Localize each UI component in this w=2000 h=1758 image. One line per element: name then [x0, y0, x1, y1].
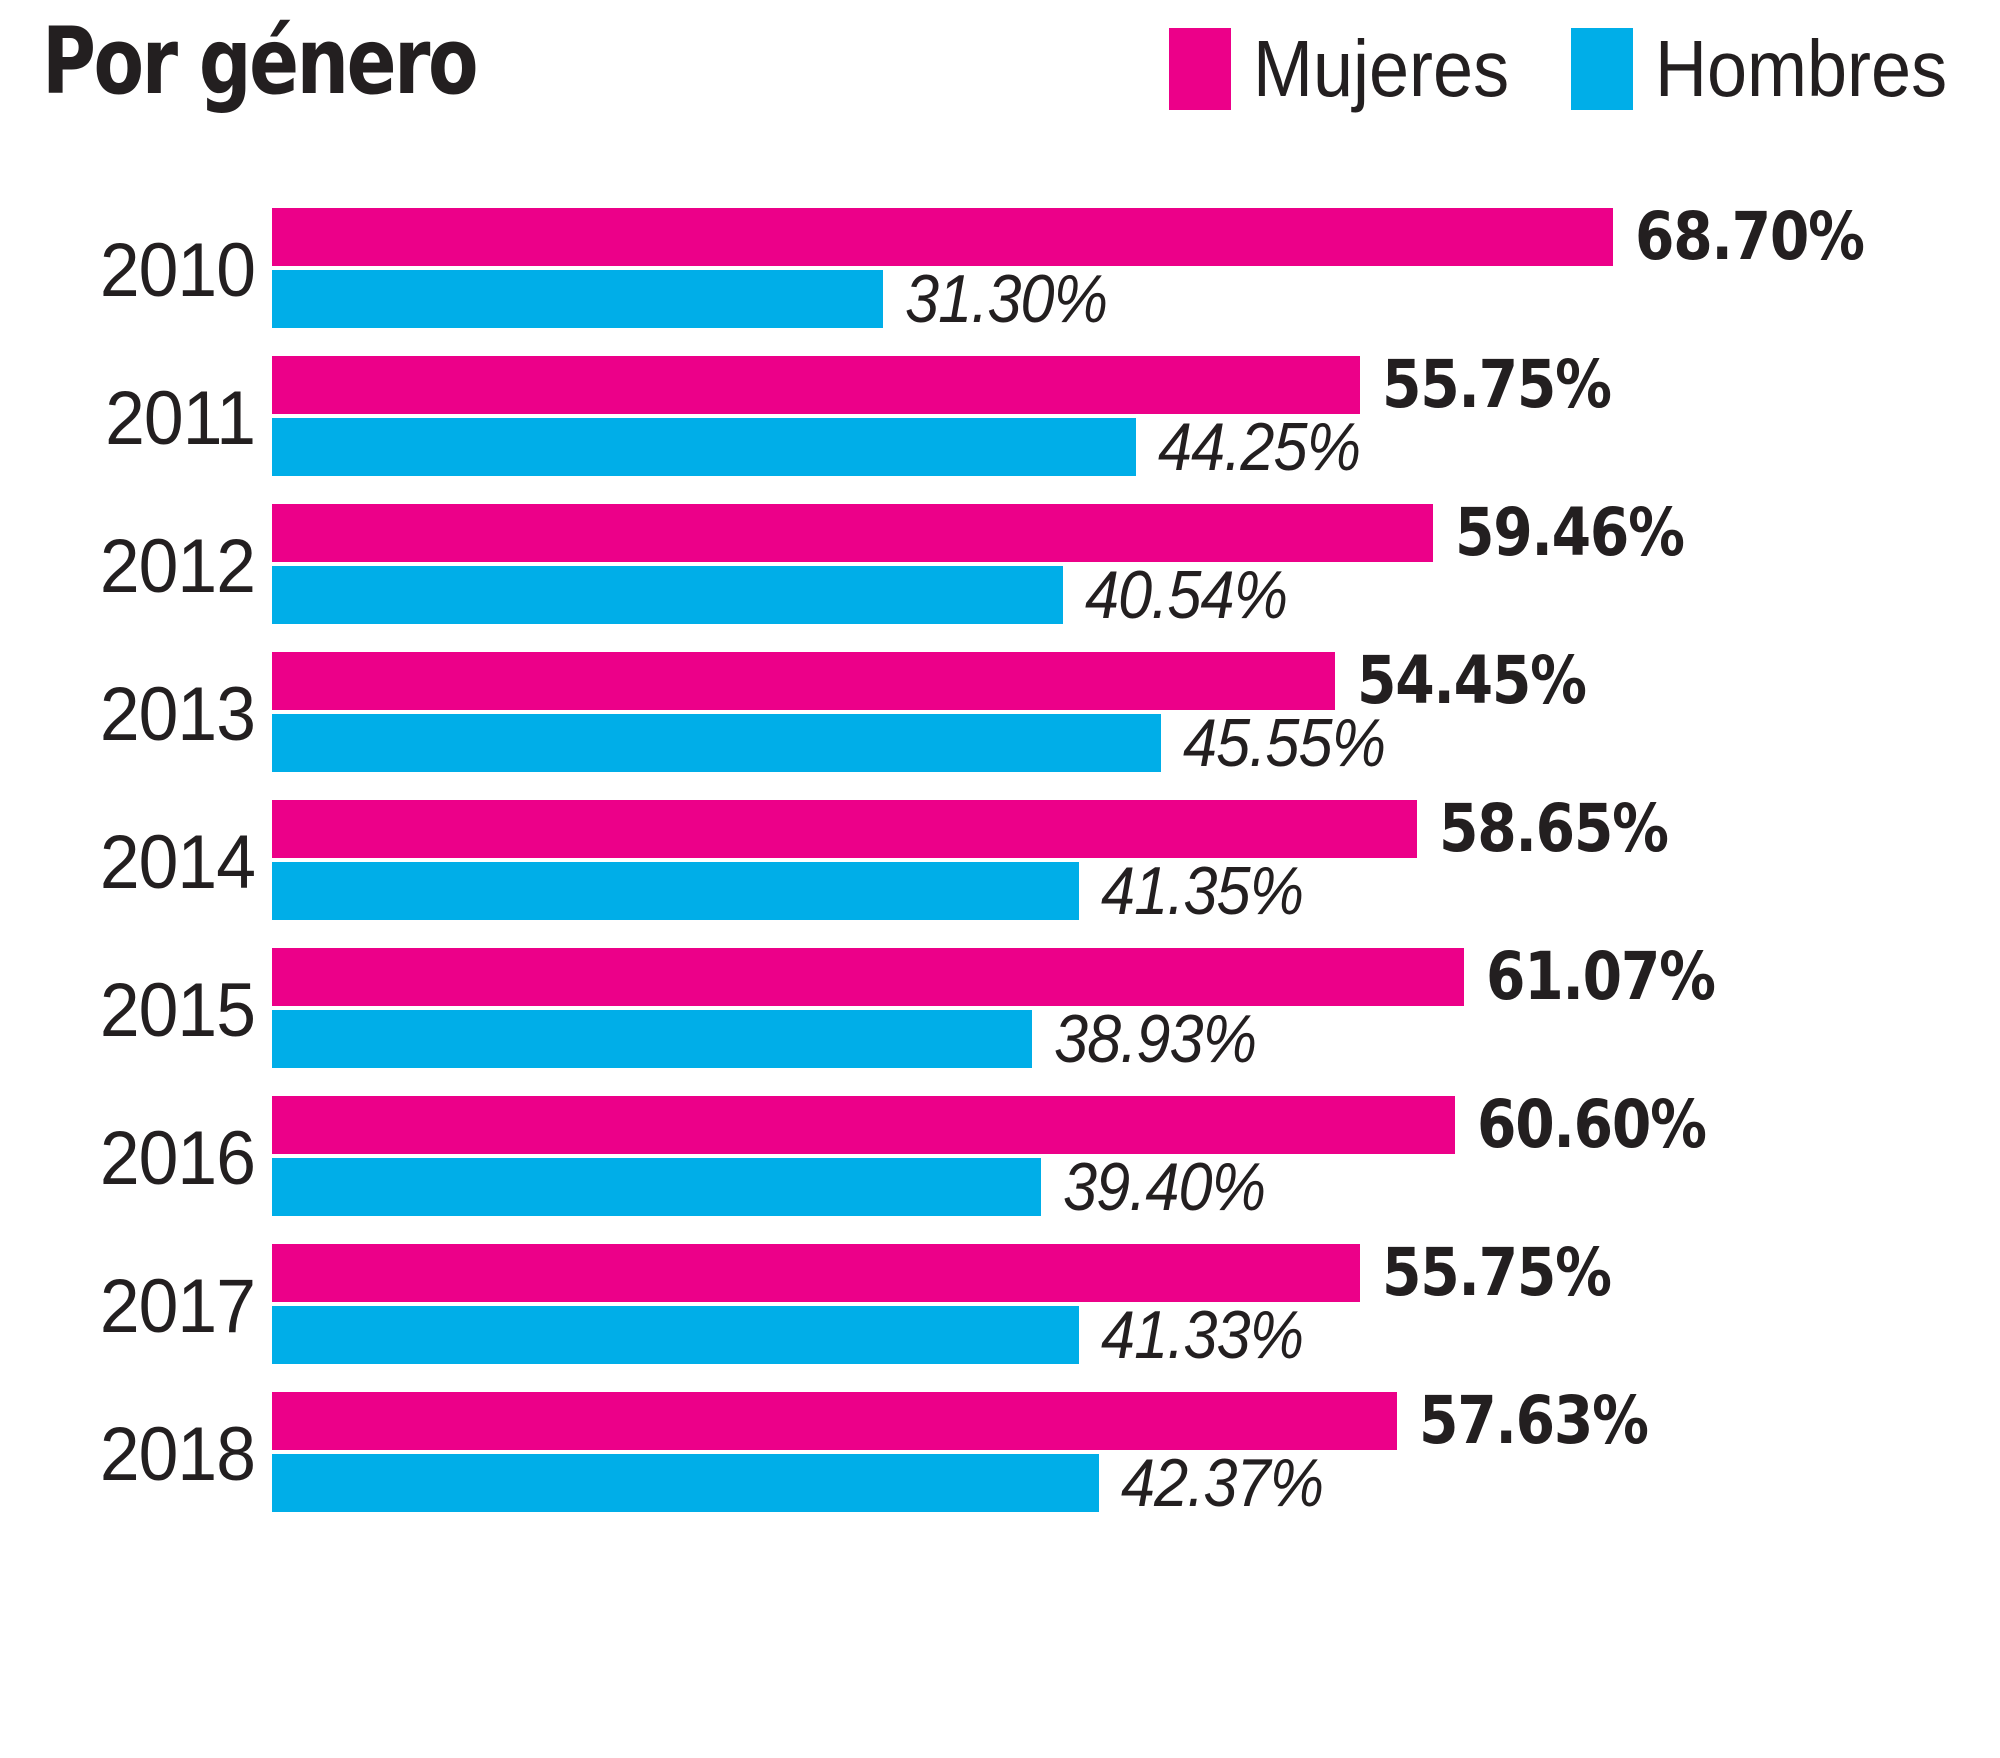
bar-value-hombres: 38.93%: [1053, 1001, 1257, 1077]
bar-line-mujeres: 61.07%: [272, 944, 1752, 1010]
year-axis-label: 2015: [99, 967, 256, 1053]
chart-row: 2018 57.63% 42.37%: [0, 1380, 2000, 1528]
bar-value-mujeres: 68.70%: [1635, 198, 1865, 275]
bar-line-hombres: 44.25%: [272, 413, 1382, 481]
bar-value-hombres: 40.54%: [1085, 557, 1288, 633]
bar-hombres[interactable]: [272, 1010, 1032, 1068]
chart-legend: Mujeres Hombres: [1168, 24, 1980, 113]
legend-swatch-hombres-icon: [1571, 28, 1634, 110]
year-axis-label: 2010: [99, 227, 256, 313]
bar-mujeres[interactable]: [272, 1096, 1455, 1154]
bar-pair: 55.75% 41.33%: [272, 1232, 2000, 1380]
year-axis-label: 2018: [99, 1411, 256, 1497]
bar-mujeres[interactable]: [272, 1392, 1397, 1450]
bar-mujeres[interactable]: [272, 1244, 1361, 1302]
bar-value-hombres: 45.55%: [1183, 705, 1386, 781]
bar-chart-plot: 2010 68.70% 31.30% 2011 55.75% 44.25% 2012 59.4…: [0, 196, 2000, 1706]
chart-row: 2015 61.07% 38.93%: [0, 936, 2000, 1084]
bar-value-hombres: 42.37%: [1121, 1445, 1324, 1521]
chart-header: Por género Mujeres Hombres: [0, 0, 2000, 170]
bar-line-mujeres: 55.75%: [272, 1240, 1648, 1306]
bar-mujeres[interactable]: [272, 948, 1465, 1006]
bar-line-hombres: 45.55%: [272, 709, 1408, 777]
bar-mujeres[interactable]: [272, 356, 1361, 414]
bar-pair: 58.65% 41.35%: [272, 788, 2000, 936]
bar-hombres[interactable]: [272, 1454, 1100, 1512]
bar-value-hombres: 41.33%: [1100, 1297, 1304, 1373]
bar-pair: 61.07% 38.93%: [272, 936, 2000, 1084]
legend-item-mujeres: Mujeres: [1168, 24, 1538, 113]
bar-hombres[interactable]: [272, 714, 1162, 772]
bar-pair: 54.45% 45.55%: [272, 640, 2000, 788]
bar-hombres[interactable]: [272, 566, 1064, 624]
bar-value-mujeres: 60.60%: [1476, 1086, 1707, 1163]
page-title: Por género: [42, 8, 479, 115]
chart-row: 2011 55.75% 44.25%: [0, 344, 2000, 492]
bar-value-mujeres: 61.07%: [1486, 938, 1716, 1015]
bar-line-hombres: 38.93%: [272, 1005, 1279, 1073]
year-axis-label: 2017: [99, 1263, 256, 1349]
bar-line-mujeres: 58.65%: [272, 796, 1705, 862]
chart-row: 2012 59.46% 40.54%: [0, 492, 2000, 640]
year-axis-label: 2012: [99, 523, 256, 609]
bar-hombres[interactable]: [272, 270, 883, 328]
legend-swatch-mujeres-icon: [1168, 28, 1231, 110]
bar-value-hombres: 39.40%: [1063, 1149, 1266, 1225]
chart-row: 2017 55.75% 41.33%: [0, 1232, 2000, 1380]
year-axis-label: 2011: [105, 375, 256, 461]
bar-line-hombres: 41.33%: [272, 1301, 1325, 1369]
chart-row: 2016 60.60% 39.40%: [0, 1084, 2000, 1232]
bar-value-mujeres: 55.75%: [1382, 346, 1612, 423]
bar-hombres[interactable]: [272, 418, 1136, 476]
bar-pair: 68.70% 31.30%: [272, 196, 2000, 344]
bar-value-hombres: 31.30%: [904, 261, 1108, 337]
bar-pair: 59.46% 40.54%: [272, 492, 2000, 640]
year-axis-label: 2016: [99, 1115, 256, 1201]
legend-label-hombres: Hombres: [1655, 24, 1948, 113]
bar-value-mujeres: 59.46%: [1454, 494, 1685, 571]
legend-item-hombres: Hombres: [1571, 28, 1980, 110]
bar-pair: 60.60% 39.40%: [272, 1084, 2000, 1232]
bar-hombres[interactable]: [272, 1158, 1042, 1216]
year-axis-label: 2013: [99, 671, 256, 757]
bar-line-mujeres: 55.75%: [272, 352, 1648, 418]
bar-mujeres[interactable]: [272, 800, 1417, 858]
bar-mujeres[interactable]: [272, 652, 1335, 710]
bar-line-mujeres: 57.63%: [272, 1388, 1685, 1454]
bar-line-mujeres: 60.60%: [272, 1092, 1743, 1158]
bar-value-mujeres: 55.75%: [1382, 1234, 1612, 1311]
bar-pair: 55.75% 44.25%: [272, 344, 2000, 492]
bar-line-hombres: 31.30%: [272, 265, 1130, 333]
bar-line-mujeres: 59.46%: [272, 500, 1721, 566]
chart-row: 2013 54.45% 45.55%: [0, 640, 2000, 788]
chart-row: 2014 58.65% 41.35%: [0, 788, 2000, 936]
bar-pair: 57.63% 42.37%: [272, 1380, 2000, 1528]
bar-mujeres[interactable]: [272, 208, 1614, 266]
bar-value-hombres: 44.25%: [1157, 409, 1361, 485]
bar-value-mujeres: 57.63%: [1418, 1382, 1649, 1459]
bar-line-hombres: 39.40%: [272, 1153, 1288, 1221]
bar-line-hombres: 42.37%: [272, 1449, 1346, 1517]
bar-line-hombres: 40.54%: [272, 561, 1310, 629]
bar-mujeres[interactable]: [272, 504, 1433, 562]
legend-label-mujeres: Mujeres: [1252, 24, 1510, 113]
bar-value-mujeres: 58.65%: [1438, 790, 1669, 867]
bar-value-hombres: 41.35%: [1101, 853, 1304, 929]
bar-hombres[interactable]: [272, 862, 1080, 920]
bar-hombres[interactable]: [272, 1306, 1079, 1364]
bar-line-mujeres: 68.70%: [272, 204, 1901, 270]
bar-line-mujeres: 54.45%: [272, 648, 1623, 714]
bar-value-mujeres: 54.45%: [1356, 642, 1587, 719]
year-axis-label: 2014: [99, 819, 256, 905]
chart-row: 2010 68.70% 31.30%: [0, 196, 2000, 344]
bar-line-hombres: 41.35%: [272, 857, 1326, 925]
